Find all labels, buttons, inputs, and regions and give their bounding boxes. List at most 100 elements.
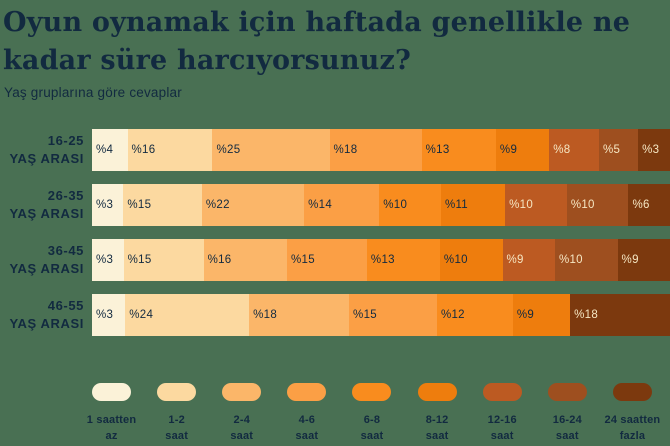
segment-value-label: %9: [499, 144, 518, 156]
page-title-line2: kadar süre harcıyorsunuz?: [3, 45, 412, 76]
row-group-label-line2: YAŞ ARASI: [9, 316, 84, 331]
segment-value-label: %25: [216, 144, 241, 156]
legend-label-line2: saat: [555, 430, 579, 442]
row-group-label: 46-55 YAŞ ARASI: [0, 294, 92, 336]
legend-item: 4-6 saat: [274, 383, 339, 444]
bar-segment: %5: [599, 129, 639, 171]
segment-value-label: %16: [207, 254, 232, 266]
row-group-label: 16-25 YAŞ ARASI: [0, 129, 92, 171]
bar-segment: %24: [125, 294, 250, 336]
bar-segment: %3: [92, 294, 126, 336]
segment-value-label: %15: [127, 199, 152, 211]
bar-segment: %10: [554, 239, 618, 281]
segment-value-label: %5: [603, 144, 621, 156]
row-group-label-line2: YAŞ ARASI: [9, 261, 84, 276]
segment-value-label: %15: [290, 254, 315, 266]
bar-segment: %10: [379, 184, 441, 226]
row-group-label-line2: YAŞ ARASI: [9, 151, 84, 166]
bar-segment: %3: [638, 129, 670, 171]
legend-label: 1-2 saat: [165, 412, 188, 444]
legend-swatch: [92, 383, 132, 401]
legend-label-line1: 4-6: [298, 414, 316, 426]
legend-label: 24 saatten fazla: [605, 412, 661, 444]
bar-segment: %13: [421, 129, 496, 171]
bar-segment: %15: [286, 239, 367, 281]
legend-swatch: [157, 383, 197, 401]
bar-segment: %25: [212, 129, 330, 171]
row-group-label: 36-45 YAŞ ARASI: [0, 239, 92, 281]
bar-segment: %12: [436, 294, 513, 336]
legend-label-line1: 2-4: [233, 414, 251, 426]
legend-label-line2: saat: [230, 430, 254, 442]
segment-value-label: %10: [558, 254, 583, 266]
row-group-label: 26-35 YAŞ ARASI: [0, 184, 92, 226]
segment-value-label: %22: [205, 199, 230, 211]
bar-segment: %9: [495, 129, 550, 171]
legend-swatch: [287, 383, 327, 401]
legend-item: 24 saatten fazla: [600, 383, 665, 444]
bar-segment: %14: [304, 184, 380, 226]
segment-value-label: %10: [570, 199, 595, 211]
row-bars: %3 %15 %16 %15 %13 %10 %9 %10 %9: [92, 239, 670, 281]
legend-label-line1: 1 saatten: [86, 414, 137, 426]
segment-value-label: %4: [96, 144, 114, 156]
row-group-label-line1: 26-35: [47, 188, 84, 203]
page-title-line1: Oyun oynamak için haftada genellikle ne: [3, 7, 631, 38]
bar-segment: %16: [127, 129, 213, 171]
legend-item: 16-24 saat: [535, 383, 600, 444]
legend-label: 6-8 saat: [361, 412, 384, 444]
page-subtitle: Yaş gruplarına göre cevaplar: [4, 85, 182, 100]
legend-label-line1: 16-24: [552, 414, 582, 426]
segment-value-label: %24: [129, 309, 154, 321]
segment-value-label: %18: [253, 309, 278, 321]
bar-segment: %9: [617, 239, 670, 281]
legend-swatch: [222, 383, 262, 401]
legend: 1 saatten az 1-2 saat 2-4 saat 4-6 saat 6-8 saat 8…: [79, 383, 665, 444]
legend-label: 2-4 saat: [230, 412, 253, 444]
legend-label-line2: saat: [490, 430, 514, 442]
segment-value-label: %11: [444, 199, 469, 211]
chart-row: 16-25 YAŞ ARASI %4 %16 %25 %18 %13 %9 %8 %5 %3: [0, 129, 670, 171]
segment-value-label: %16: [131, 144, 156, 156]
legend-label-line2: az: [105, 430, 118, 442]
bar-segment: %9: [502, 239, 555, 281]
row-bars: %3 %15 %22 %14 %10 %11 %10 %10 %6: [92, 184, 670, 226]
segment-value-label: %8: [553, 144, 571, 156]
legend-label: 1 saatten az: [87, 412, 137, 444]
legend-label-line1: 1-2: [168, 414, 185, 426]
legend-label-line1: 12-16: [487, 414, 517, 426]
row-bars: %3 %24 %18 %15 %12 %9 %18: [92, 294, 670, 336]
segment-value-label: %3: [96, 309, 114, 321]
legend-label: 16-24 saat: [553, 412, 582, 444]
segment-value-label: %10: [443, 254, 468, 266]
legend-swatch: [547, 383, 587, 401]
segment-value-label: %15: [353, 309, 377, 321]
row-group-label-line2: YAŞ ARASI: [9, 206, 84, 221]
legend-label-line1: 8-12: [425, 414, 449, 426]
legend-item: 6-8 saat: [339, 383, 404, 444]
legend-label-line2: saat: [165, 430, 189, 442]
legend-label: 8-12 saat: [426, 412, 449, 444]
bar-segment: %3: [92, 184, 124, 226]
bar-segment: %18: [249, 294, 350, 336]
segment-value-label: %15: [127, 254, 152, 266]
page-title: Oyun oynamak için haftada genellikle ne …: [3, 4, 663, 80]
segment-value-label: %18: [574, 309, 599, 321]
bar-segment: %11: [440, 184, 506, 226]
chart-row: 26-35 YAŞ ARASI %3 %15 %22 %14 %10 %11 %10 %10 %6: [0, 184, 670, 226]
row-bars: %4 %16 %25 %18 %13 %9 %8 %5 %3: [92, 129, 670, 171]
row-group-label-line1: 36-45: [47, 243, 84, 258]
legend-item: 8-12 saat: [405, 383, 470, 444]
segment-value-label: %3: [96, 199, 114, 211]
segment-value-label: %18: [333, 144, 358, 156]
bar-segment: %18: [570, 294, 670, 336]
legend-label-line2: saat: [360, 430, 384, 442]
bar-segment: %6: [628, 184, 670, 226]
segment-value-label: %10: [383, 199, 408, 211]
segment-value-label: %9: [516, 309, 535, 321]
segment-value-label: %3: [642, 144, 660, 156]
legend-swatch: [417, 383, 457, 401]
bar-segment: %15: [349, 294, 437, 336]
bar-segment: %10: [566, 184, 629, 226]
